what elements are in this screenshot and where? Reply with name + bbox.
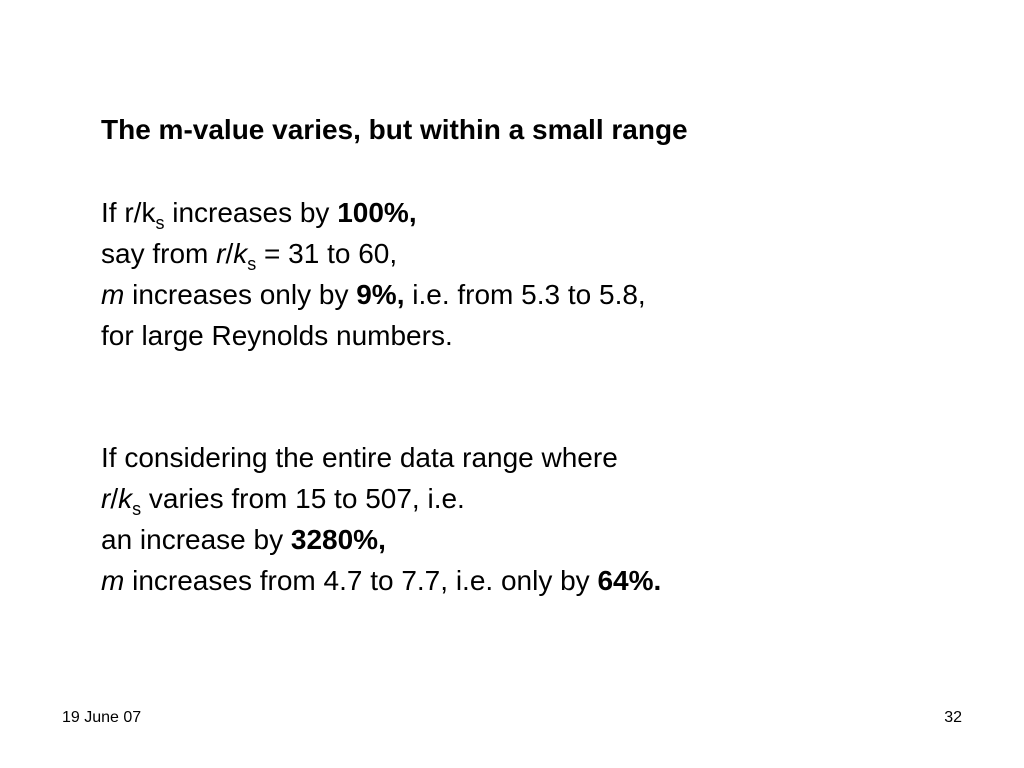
text-span: /: [225, 238, 234, 269]
subscript: s: [132, 499, 142, 519]
block2-line3: an increase by 3280%,: [101, 519, 661, 560]
text-span: say from: [101, 238, 217, 269]
subscript: s: [247, 254, 257, 274]
block2-line1: If considering the entire data range whe…: [101, 442, 618, 473]
block1-line4: for large Reynolds numbers.: [101, 320, 453, 351]
bold-value: 64%.: [597, 565, 662, 596]
text-span: an increase by: [101, 524, 291, 555]
bold-value: 100%,: [337, 197, 417, 228]
italic-var: m: [101, 565, 125, 596]
text-span: i.e. from 5.3 to 5.8,: [404, 279, 646, 310]
text-span: = 31 to 60,: [256, 238, 398, 269]
block1-line3: m increases only by 9%, i.e. from 5.3 to…: [101, 274, 646, 315]
block2-line2: r/ks varies from 15 to 507, i.e.: [101, 478, 661, 519]
block2-line4: m increases from 4.7 to 7.7, i.e. only b…: [101, 560, 661, 601]
text-span: /: [110, 483, 119, 514]
block1-line1: If r/ks increases by 100%,: [101, 192, 646, 233]
block1-line2: say from r/ks = 31 to 60,: [101, 233, 646, 274]
text-block-2: If considering the entire data range whe…: [101, 437, 661, 601]
italic-var: r: [101, 483, 111, 514]
slide-title: The m-value varies, but within a small r…: [101, 114, 688, 145]
text-span: increases only by: [124, 279, 357, 310]
italic-var: m: [101, 279, 125, 310]
italic-var: k: [118, 483, 133, 514]
text-span: If r/k: [101, 197, 156, 228]
bold-value: 3280%,: [290, 524, 386, 555]
text-span: increases from 4.7 to 7.7, i.e. only by: [124, 565, 598, 596]
italic-var: k: [233, 238, 248, 269]
bold-value: 9%,: [356, 279, 405, 310]
subscript: s: [155, 213, 165, 233]
page-number: 32: [944, 709, 962, 726]
text-span: increases by: [164, 197, 338, 228]
text-span: varies from 15 to 507, i.e.: [141, 483, 465, 514]
footer-date: 19 June 07: [62, 709, 142, 726]
italic-var: r: [216, 238, 226, 269]
text-block-1: If r/ks increases by 100%, say from r/ks…: [101, 192, 646, 356]
